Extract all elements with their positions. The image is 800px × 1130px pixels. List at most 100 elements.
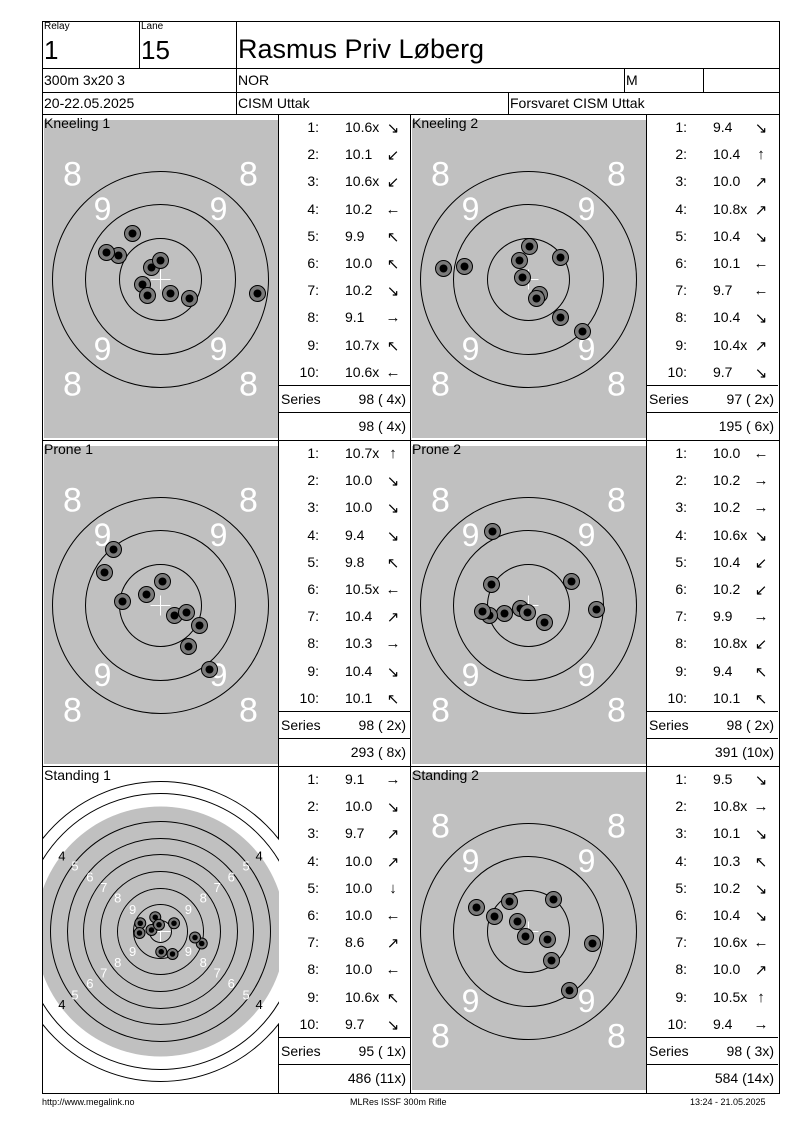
shot-number: 4: [675,200,687,217]
shot-direction-icon: ↘ [754,908,768,925]
running-total: 486 (11x) [347,1070,406,1086]
ring-number: 8 [607,1017,626,1055]
shot-hole [152,252,169,269]
ring-number: 9 [129,944,136,959]
scoring-ring [420,171,637,388]
shot-hole [521,238,538,255]
ring-number: 8 [431,691,450,729]
shot-number: 7: [307,282,319,299]
shot-hole [539,931,556,948]
shot-direction-icon: ↘ [754,772,768,789]
shot-direction-icon: ↘ [386,799,400,817]
shot-direction-icon: ↘ [386,527,400,545]
shot-score: 10.4 [345,662,373,679]
shot-list: 1: 10.0 ← 2: 10.2 → 3: 10.2 → 4: 10.6x ↘ 5: 10.4 ↙ 6: 10… [647,441,778,766]
shot-direction-icon: ↖ [754,690,768,708]
shot-direction-icon: ↖ [386,337,400,355]
shot-number: 9: [307,988,319,1005]
shot-hole [154,573,171,590]
shot-score: 10.1 [713,825,741,842]
ring-number: 9 [462,191,480,227]
shot-hole [166,948,179,960]
lane-label: Lane [141,21,164,32]
series-row: Series 98 ( 2x) [647,711,778,738]
shot-row: 7: 8.6 ↗ [279,934,410,961]
series-row: Series 98 ( 3x) [647,1037,778,1064]
shot-row: 10: 9.7 ↘ [279,1016,410,1043]
shot-number: 10: [299,689,319,706]
shot-row: 7: 10.6x ← [647,934,778,961]
shot-hole [435,260,452,277]
shot-number: 1: [675,119,687,135]
series-label: Series [281,1043,321,1059]
shot-hole [155,945,168,958]
series-row: Series 98 ( 2x) [279,711,410,738]
shot-hole [511,252,528,269]
shot-row: 2: 10.2 → [647,472,778,499]
shot-hole [96,564,113,581]
shot-direction-icon: ← [385,907,401,924]
shot-direction-icon: ← [753,255,769,272]
shot-hole [162,285,179,302]
shot-number: 5: [675,553,687,570]
shot-row: 2: 10.1 ↙ [279,146,410,173]
shot-direction-icon: ↖ [754,853,768,871]
scoring-ring [67,838,254,1025]
shot-score: 9.4 [345,526,365,543]
shot-direction-icon: ↖ [386,989,400,1007]
relay-value: 1 [44,35,59,65]
shot-direction-icon: ↖ [386,256,400,273]
shot-hole [138,586,155,603]
running-total-row: 584 (14x) [647,1064,778,1092]
shot-row: 3: 10.2 → [647,499,778,526]
shot-score: 9.4 [713,1015,733,1032]
ring-number: 6 [86,870,93,885]
shot-hole [574,323,591,340]
running-total: 584 (14x) [714,1070,774,1086]
shot-row: 5: 9.8 ↖ [279,554,410,581]
shot-row: 10: 9.4 → [647,1016,778,1043]
shot-direction-icon: ↘ [386,283,400,301]
shot-score: 10.0 [345,255,373,271]
shot-row: 1: 10.7x ↑ [279,445,410,472]
shot-row: 9: 10.6x ↖ [279,989,410,1016]
shot-number: 1: [307,771,319,787]
competition: CISM Uttak [238,95,310,111]
scoring-ring [453,856,604,1007]
shot-row: 7: 9.9 → [647,608,778,635]
series-score: 98 ( 3x) [726,1043,774,1059]
shot-number: 6: [307,907,319,923]
shot-score: 10.7x [345,445,380,461]
shot-hole [536,614,553,631]
series-score: 98 ( 4x) [358,391,406,407]
shot-number: 6: [675,581,687,597]
shot-row: 1: 10.0 ← [647,445,778,472]
shot-direction-icon: ↗ [754,174,768,192]
shot-number: 7: [307,934,319,951]
ring-number: 9 [94,517,112,553]
shot-score: 9.9 [345,227,365,244]
ring-number: 9 [462,657,480,693]
shot-row: 3: 10.0 ↗ [647,173,778,200]
target-title: Kneeling 1 [44,115,111,131]
shot-direction-icon: ↖ [754,663,768,681]
shot-score: 10.0 [713,445,741,461]
running-total: 391 (10x) [714,744,774,760]
scoring-ring [52,171,269,388]
ring-number: 4 [58,849,65,864]
shot-score: 9.7 [713,282,733,299]
shot-hole [552,249,569,266]
target-title: Prone 1 [44,441,94,457]
shot-hole [517,928,534,945]
shot-direction-icon: ↗ [386,609,400,627]
ring-number: 8 [431,481,450,519]
ring-number: 9 [462,843,480,879]
shot-direction-icon: ↙ [754,582,768,599]
shot-row: 6: 10.4 ↘ [647,907,778,934]
header-grid-lines [42,21,780,115]
footer-url[interactable]: http://www.megalink.no [42,1097,135,1107]
series-label: Series [281,391,321,407]
shot-number: 9: [675,988,687,1005]
